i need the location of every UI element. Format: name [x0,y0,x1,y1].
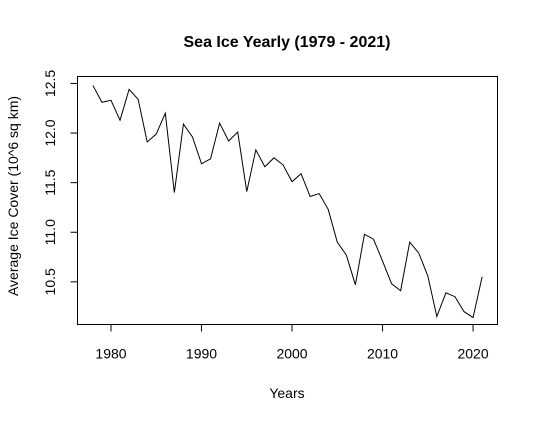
x-tick-label-1980: 1980 [95,346,126,362]
y-tick-label-12.5: 12.5 [42,70,58,97]
chart-title: Sea Ice Yearly (1979 - 2021) [184,34,391,51]
x-tick-label-1990: 1990 [186,346,217,362]
x-tick-label-2010: 2010 [367,346,398,362]
y-tick-label-11.0: 11.0 [42,219,58,245]
x-tick-label-2000: 2000 [276,346,307,362]
x-axis: 1980 1990 2000 2010 2020 [95,324,489,362]
y-axis: 10.5 11.0 11.5 12.0 12.5 [42,70,78,295]
plot-frame [77,76,498,325]
y-axis-label: Average Ice Cover (10^6 sq km) [5,96,21,296]
x-axis-label: Years [269,385,304,401]
x-tick-label-2020: 2020 [457,346,488,362]
y-tick-label-12.0: 12.0 [42,119,58,146]
y-tick-label-10.5: 10.5 [42,268,58,295]
y-tick-label-11.5: 11.5 [42,169,58,195]
series-line [92,85,483,319]
